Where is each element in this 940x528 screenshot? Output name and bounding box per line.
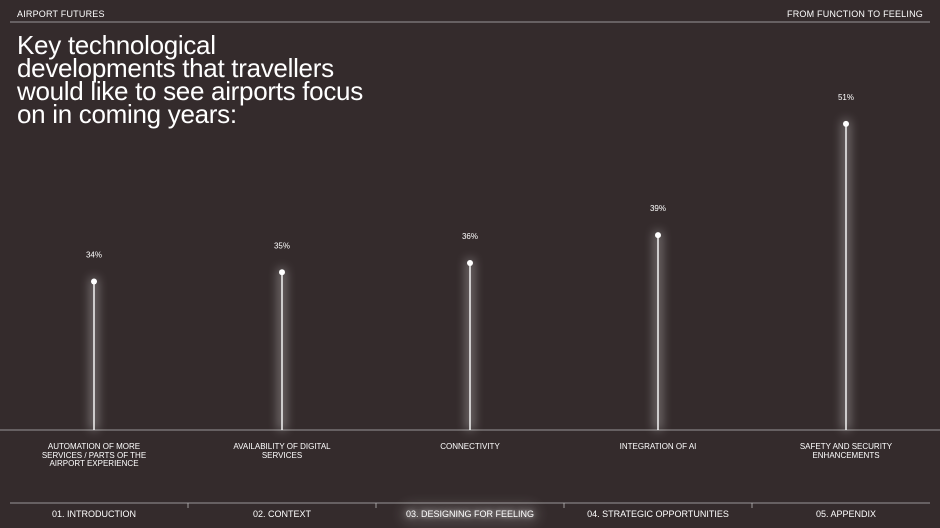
nav-item[interactable]: 01. INTRODUCTION [0, 509, 188, 519]
nav-item[interactable]: 03. DESIGNING FOR FEELING [376, 509, 564, 519]
nav-item-text: 05. APPENDIX [815, 509, 877, 519]
value-label: 34% [86, 251, 102, 260]
x-tick-label-text: CONNECTIVITY [440, 442, 500, 451]
nav-item[interactable]: 04. STRATEGIC OPPORTUNITIES [564, 509, 752, 519]
x-tick-label-text: AUTOMATION OF MORE SERVICES / PARTS OF T… [41, 442, 147, 468]
nav-item[interactable]: 02. CONTEXT [188, 509, 376, 519]
dot [91, 278, 97, 285]
dot [655, 232, 661, 239]
header-right: FROM FUNCTION TO FEELING [787, 9, 923, 19]
nav-item[interactable]: 05. APPENDIX [752, 509, 940, 519]
value-label: 39% [650, 204, 666, 213]
x-tick-label: AVAILABILITY OF DIGITAL SERVICES [227, 442, 337, 460]
x-tick-label: AUTOMATION OF MORE SERVICES / PARTS OF T… [39, 442, 149, 469]
dot [467, 260, 473, 266]
dot [843, 120, 849, 127]
value-label: 51% [838, 93, 854, 102]
dot [279, 269, 285, 276]
nav-item-text: 03. DESIGNING FOR FEELING [405, 509, 535, 519]
value-label: 36% [462, 232, 478, 241]
x-tick-label: INTEGRATION OF AI [603, 442, 713, 452]
header-left: AIRPORT FUTURES [17, 9, 105, 19]
nav-item-text: 04. STRATEGIC OPPORTUNITIES [587, 509, 729, 519]
x-tick-label-text: INTEGRATION OF AI [619, 442, 697, 451]
x-tick-label-text: SAFETY AND SECURITY ENHANCEMENTS [799, 442, 893, 460]
value-label: 35% [274, 241, 290, 250]
x-tick-label-text: AVAILABILITY OF DIGITAL SERVICES [233, 442, 331, 460]
nav-item-text: 02. CONTEXT [252, 509, 311, 519]
nav-item-text: 01. INTRODUCTION [51, 509, 136, 519]
chart-title: Key technological developments that trav… [17, 30, 363, 129]
x-tick-label: SAFETY AND SECURITY ENHANCEMENTS [791, 442, 901, 460]
x-tick-label: CONNECTIVITY [415, 442, 525, 452]
